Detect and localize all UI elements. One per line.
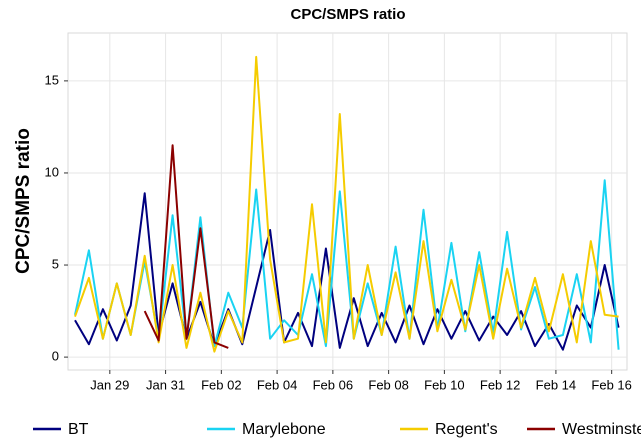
- y-tick-label: 0: [52, 349, 59, 364]
- series-line: [143, 144, 229, 349]
- x-tick-label: Feb 12: [480, 377, 520, 392]
- chart-title: CPC/SMPS ratio: [290, 6, 405, 23]
- legend-label: BT: [68, 421, 89, 438]
- plot-frame: [67, 32, 628, 371]
- legend-label: Westminster: [562, 421, 641, 438]
- legend-label: Regent's: [435, 421, 498, 438]
- series-line: [74, 179, 620, 350]
- x-tick-label: Feb 16: [591, 377, 631, 392]
- x-tick-label: Jan 29: [90, 377, 129, 392]
- x-tick-label: Feb 10: [424, 377, 464, 392]
- y-tick-label: 15: [45, 72, 59, 87]
- x-tick-label: Feb 14: [536, 377, 576, 392]
- legend-label: Marylebone: [242, 421, 326, 438]
- x-tick-label: Feb 04: [257, 377, 297, 392]
- x-tick-label: Feb 06: [313, 377, 353, 392]
- y-tick-label: 10: [45, 164, 59, 179]
- y-tick-label: 5: [52, 256, 59, 271]
- y-axis-label: CPC/SMPS ratio: [13, 128, 34, 274]
- series-line: [74, 55, 619, 353]
- x-tick-label: Feb 08: [368, 377, 408, 392]
- x-tick-label: Jan 31: [146, 377, 185, 392]
- x-tick-label: Feb 02: [201, 377, 241, 392]
